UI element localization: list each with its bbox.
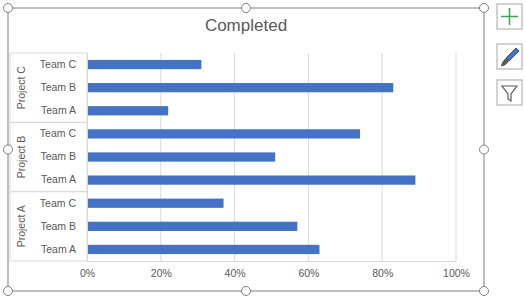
y-tick: Team B	[40, 150, 87, 162]
plus-icon[interactable]	[501, 8, 518, 25]
group-separator	[10, 53, 87, 54]
background	[0, 0, 525, 298]
resize-handle[interactable]	[480, 287, 489, 296]
y-tick-label: Team A	[41, 243, 76, 255]
x-tick: 40%	[225, 261, 246, 279]
funnel-icon[interactable]	[502, 86, 517, 101]
y-tick: Team C	[40, 58, 87, 70]
chart-styles-button-box[interactable]	[497, 44, 522, 69]
bar	[87, 175, 415, 184]
chart-elements-button[interactable]	[497, 4, 522, 29]
y-axis-line	[87, 54, 88, 262]
y-tick: Team A	[41, 104, 87, 116]
brush-handle-icon[interactable]	[506, 48, 519, 61]
resize-handle[interactable]	[480, 145, 489, 154]
x-axis-line	[88, 261, 457, 262]
y-tick: Team A	[41, 243, 87, 255]
bar	[87, 199, 224, 208]
y-tick-label: Team B	[40, 81, 76, 93]
y-tick: Team A	[41, 173, 87, 185]
group-separator	[10, 122, 87, 123]
grid-line	[456, 53, 457, 261]
y-tick: Team C	[40, 127, 87, 139]
group-separator	[10, 122, 87, 123]
resize-handle[interactable]	[242, 4, 251, 13]
y-axis: Team A Team B Team C Team A Team B Team C Team…	[40, 54, 88, 262]
bars	[87, 60, 415, 254]
category-groups: Project A Project B Project C	[10, 53, 87, 261]
y-tick-label: Team B	[40, 220, 76, 232]
x-tick-label: 60%	[298, 267, 319, 279]
x-tick-label: 20%	[151, 267, 172, 279]
x-axis: 0% 20% 40% 60% 80% 100%	[80, 261, 470, 279]
resize-handle[interactable]	[4, 4, 13, 13]
resize-handle[interactable]	[4, 145, 13, 154]
chart-elements-button-box[interactable]	[497, 4, 522, 29]
group-border	[10, 122, 11, 191]
chart-svg: Completed0%20%40%60%80%100%Team ATeam BT…	[0, 0, 525, 298]
x-tick: 80%	[372, 261, 393, 279]
x-tick: 20%	[151, 261, 172, 279]
group-label: Project C	[15, 66, 27, 110]
resize-handle[interactable]	[242, 287, 251, 296]
y-tick: Team C	[40, 197, 87, 209]
grid	[87, 53, 456, 261]
group-label: Project A	[15, 205, 27, 247]
x-tick-label: 0%	[80, 267, 95, 279]
group-separator	[10, 191, 87, 192]
group-label: Project B	[15, 136, 27, 179]
x-tick-label: 100%	[443, 267, 470, 279]
x-tick: 60%	[298, 261, 319, 279]
bar	[87, 152, 275, 161]
bar	[87, 222, 297, 231]
bar	[87, 60, 201, 69]
group-separator	[10, 261, 87, 262]
chart-filters-button-box[interactable]	[497, 80, 522, 105]
y-tick-label: Team C	[40, 127, 77, 139]
y-tick-label: Team C	[40, 58, 77, 70]
brush-tip-icon[interactable]	[501, 58, 509, 66]
x-tick: 100%	[443, 261, 470, 279]
resize-handle[interactable]	[480, 4, 489, 13]
group-border	[10, 53, 11, 122]
y-tick: Team B	[40, 81, 87, 93]
chart-filters-button[interactable]	[497, 80, 522, 105]
x-tick: 0%	[80, 261, 95, 279]
group-separator	[10, 191, 87, 192]
chart-styles-button[interactable]	[497, 44, 522, 69]
grid-line	[87, 53, 88, 261]
group-border	[10, 192, 11, 261]
y-tick-label: Team A	[41, 104, 76, 116]
y-tick-label: Team B	[40, 150, 76, 162]
y-tick-label: Team A	[41, 173, 76, 185]
resize-handle[interactable]	[4, 287, 13, 296]
chart-frame[interactable]	[8, 8, 484, 291]
y-tick-label: Team C	[40, 197, 77, 209]
y-tick: Team B	[40, 220, 87, 232]
bar	[87, 106, 168, 115]
x-tick-label: 40%	[225, 267, 246, 279]
bar	[87, 129, 360, 138]
x-tick-label: 80%	[372, 267, 393, 279]
chart-title: Completed	[205, 16, 287, 35]
bar	[87, 245, 319, 254]
bar	[87, 83, 393, 92]
